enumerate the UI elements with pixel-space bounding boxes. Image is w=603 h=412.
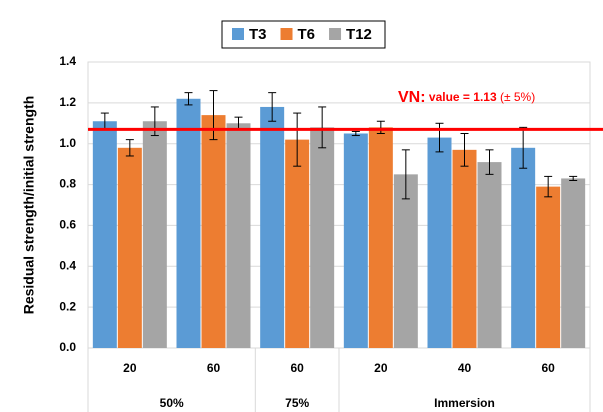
legend-box [221, 20, 386, 49]
y-tick-label: 0.6 [59, 218, 76, 232]
bar [536, 186, 561, 348]
legend-swatch [329, 28, 342, 40]
legend-label: T3 [249, 26, 267, 43]
error-bar [293, 112, 302, 167]
annotation-part: value = 1.13 [429, 90, 497, 104]
legend-label: T12 [346, 26, 372, 43]
x-tick-label: 40 [458, 361, 472, 375]
error-bar [485, 149, 494, 175]
bar [226, 123, 251, 349]
x-tick-label: 20 [374, 361, 388, 375]
bar [343, 133, 368, 348]
bar [310, 127, 335, 348]
error-bar [544, 175, 553, 198]
bar [452, 149, 477, 348]
error-bar [351, 130, 360, 137]
bar [201, 115, 226, 348]
bar [427, 137, 452, 348]
legend-swatch [232, 28, 244, 40]
x-tick-label: 60 [290, 361, 304, 375]
y-tick-label: 1.0 [59, 136, 76, 150]
legend-swatch [280, 28, 293, 40]
bar [92, 121, 117, 348]
x-tick-label: 20 [123, 361, 137, 375]
error-bar [125, 139, 134, 157]
error-bar [184, 92, 193, 106]
error-bar [376, 120, 385, 134]
group-label: 75% [285, 396, 309, 410]
x-tick-label: 60 [541, 361, 555, 375]
y-axis-label: Residual strength/initial strength [21, 96, 37, 315]
y-tick-label: 0.4 [59, 258, 76, 272]
error-bar [268, 92, 277, 122]
bar [368, 127, 393, 348]
bar [477, 162, 502, 348]
y-tick-label: 0.0 [59, 340, 76, 354]
y-tick-label: 0.2 [59, 299, 76, 313]
error-bar [460, 133, 469, 167]
error-bar [519, 126, 528, 169]
bar [511, 147, 536, 348]
bar [117, 147, 142, 348]
bar [393, 174, 418, 348]
annotation-part: (± 5%) [500, 90, 535, 104]
error-bar [401, 149, 410, 200]
y-tick-label: 1.4 [59, 54, 76, 68]
x-tick-label: 60 [207, 361, 221, 375]
annotation: VN: value = 1.13 (± 5%) [398, 89, 535, 106]
bar [176, 98, 201, 349]
error-bar [569, 175, 578, 181]
y-tick-label: 1.2 [59, 95, 76, 109]
bar [561, 178, 586, 348]
bar [260, 106, 285, 348]
y-tick-label: 0.8 [59, 177, 76, 191]
error-bar [318, 106, 327, 149]
group-label: 50% [160, 396, 184, 410]
bar [285, 139, 310, 348]
group-label: Immersion [434, 396, 495, 410]
legend-label: T6 [298, 26, 316, 43]
annotation-part: VN: [398, 89, 426, 106]
bar [142, 121, 167, 348]
error-bar [209, 90, 218, 141]
